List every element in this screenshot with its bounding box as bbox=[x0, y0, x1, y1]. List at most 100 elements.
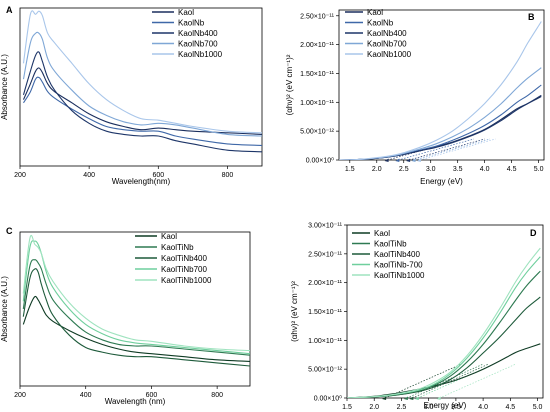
legend-label: KaolNb700 bbox=[367, 40, 407, 49]
x-axis-title: Wavelength (nm) bbox=[105, 397, 166, 406]
plot-frame bbox=[19, 7, 263, 167]
series-line-kaolnb1000 bbox=[339, 21, 542, 160]
x-tick-label: 3.5 bbox=[451, 404, 461, 411]
panel-a: 200 400 600 800 Wavelength(nm) Absorbance (A.… bbox=[0, 5, 263, 186]
legend-label: KaolTiNb400 bbox=[161, 254, 208, 263]
x-tick-label: 4.0 bbox=[480, 166, 490, 173]
y-tick-label: 1.50×10⁻¹¹ bbox=[308, 309, 343, 316]
x-tick-label: 400 bbox=[80, 392, 92, 399]
series-line-kaolnb400 bbox=[339, 94, 542, 160]
y-axis-title: Absorbance (A.U.) bbox=[0, 276, 9, 342]
series-line-kaoltinb1000 bbox=[22, 234, 250, 352]
tangent-line bbox=[409, 138, 485, 160]
intercept-arrow-icon bbox=[416, 158, 421, 162]
series-line-kaol bbox=[339, 96, 542, 160]
legend-label: Kaol bbox=[161, 232, 177, 241]
tangent-line bbox=[414, 138, 491, 160]
y-tick-label: 2.00×10⁻¹¹ bbox=[300, 42, 335, 49]
series-line-kaoltinb1000 bbox=[347, 247, 541, 398]
x-tick-label: 1.5 bbox=[342, 404, 352, 411]
y-tick-label: 3.00×10⁻¹¹ bbox=[308, 223, 343, 230]
tangent-line bbox=[439, 363, 516, 398]
legend-label: KaolTiNb400 bbox=[374, 250, 421, 259]
x-tick-label: 4.5 bbox=[505, 404, 515, 411]
x-tick-label: 2.0 bbox=[369, 404, 379, 411]
x-tick-label: 800 bbox=[211, 392, 223, 399]
y-axis-title: Absorbance (A.U.) bbox=[0, 54, 9, 120]
series-line-kaolnb bbox=[23, 76, 262, 147]
series-line-kaoltinb400 bbox=[347, 296, 541, 398]
legend-label: KaolNb1000 bbox=[367, 50, 412, 59]
legend-label: KaolTiNb1000 bbox=[374, 271, 425, 280]
legend-label: KaolNb bbox=[178, 19, 205, 28]
tangent-line bbox=[419, 138, 496, 160]
y-tick-label: 2.50×10⁻¹¹ bbox=[300, 13, 335, 20]
panel-letter: A bbox=[6, 5, 13, 15]
x-tick-label: 200 bbox=[14, 392, 26, 399]
legend-label: KaolNb400 bbox=[178, 29, 218, 38]
tangent-line bbox=[398, 138, 474, 160]
x-tick-label: 1.5 bbox=[345, 166, 355, 173]
legend-label: KaolNb bbox=[367, 19, 394, 28]
series-line-kaol bbox=[347, 343, 541, 398]
series-line-kaol bbox=[22, 67, 262, 135]
series-line-kaolnb1000 bbox=[22, 10, 262, 134]
series-line-kaolnb bbox=[339, 84, 542, 160]
intercept-arrow-icon bbox=[382, 396, 387, 400]
x-tick-label: 3.5 bbox=[453, 166, 463, 173]
intercept-arrow-icon bbox=[414, 396, 419, 400]
panel-letter: C bbox=[6, 226, 13, 236]
legend-label: Kaol bbox=[374, 229, 390, 238]
legend-label: Kaol bbox=[178, 8, 194, 17]
plot-frame bbox=[338, 9, 545, 161]
legend-label: KaolNb400 bbox=[367, 29, 407, 38]
panel-c: 200 400 600 800 Wavelength (nm) Absorbance (A… bbox=[0, 226, 251, 406]
legend-label: KaolTiNb-700 bbox=[374, 261, 423, 270]
x-tick-label: 5.0 bbox=[534, 166, 544, 173]
x-tick-label: 3.0 bbox=[426, 166, 436, 173]
y-tick-label: 1.00×10⁻¹¹ bbox=[308, 338, 343, 345]
x-tick-label: 2.0 bbox=[372, 166, 382, 173]
tangent-line bbox=[384, 363, 462, 398]
intercept-arrow-icon bbox=[411, 158, 416, 162]
y-tick-label: 0.00×10⁰ bbox=[314, 395, 342, 403]
x-tick-label: 200 bbox=[14, 172, 26, 179]
y-tick-label: 0.00×10⁰ bbox=[306, 157, 334, 165]
y-tick-label: 1.00×10⁻¹¹ bbox=[300, 100, 335, 107]
legend-label: KaolNb700 bbox=[178, 40, 218, 49]
intercept-arrow-icon bbox=[395, 158, 400, 162]
legend-label: Kaol bbox=[367, 8, 383, 17]
series-line-kaolnb400 bbox=[22, 51, 262, 153]
series-line-kaoltinb400 bbox=[22, 268, 250, 367]
x-tick-label: 600 bbox=[152, 172, 164, 179]
x-tick-label: 3.0 bbox=[424, 404, 434, 411]
legend-label: KaolTiNb1000 bbox=[161, 276, 212, 285]
legend-label: KaolTiNb700 bbox=[161, 265, 208, 274]
x-tick-label: 800 bbox=[222, 172, 234, 179]
legend-label: KaolTiNb bbox=[161, 243, 194, 252]
intercept-arrow-icon bbox=[409, 396, 414, 400]
y-tick-label: 1.50×10⁻¹¹ bbox=[300, 71, 335, 78]
x-tick-label: 5.0 bbox=[533, 404, 543, 411]
series-line-kaolnb700 bbox=[22, 31, 262, 137]
x-tick-label: 400 bbox=[83, 172, 95, 179]
y-axis-title: (αhν)² (eV cm⁻¹)² bbox=[290, 281, 299, 342]
panel-b: 1.5 2.0 2.5 3.0 3.5 4.0 4.5 5.0 0.00×10⁰ 5.00×10⁻… bbox=[285, 8, 545, 186]
panel-d: 1.5 2.0 2.5 3.0 3.5 4.0 4.5 5.0 0.00×10⁰ 5.00×10⁻… bbox=[290, 223, 544, 411]
legend-label: KaolTiNb bbox=[374, 240, 407, 249]
x-tick-label: 4.5 bbox=[507, 166, 517, 173]
y-tick-label: 2.00×10⁻¹¹ bbox=[308, 280, 343, 287]
x-axis-title: Energy (eV) bbox=[424, 401, 467, 410]
series-line-kaoltinb700 bbox=[22, 240, 250, 355]
legend-label: KaolNb1000 bbox=[178, 50, 223, 59]
x-axis-title: Wavelength(nm) bbox=[112, 177, 171, 186]
plot-frame bbox=[19, 231, 251, 387]
tangent-line bbox=[412, 363, 489, 398]
tangent-line bbox=[406, 363, 484, 398]
y-tick-label: 5.00×10⁻¹² bbox=[300, 129, 335, 136]
x-tick-label: 2.5 bbox=[399, 166, 409, 173]
panel-letter: B bbox=[528, 12, 535, 22]
x-tick-label: 4.0 bbox=[478, 404, 488, 411]
